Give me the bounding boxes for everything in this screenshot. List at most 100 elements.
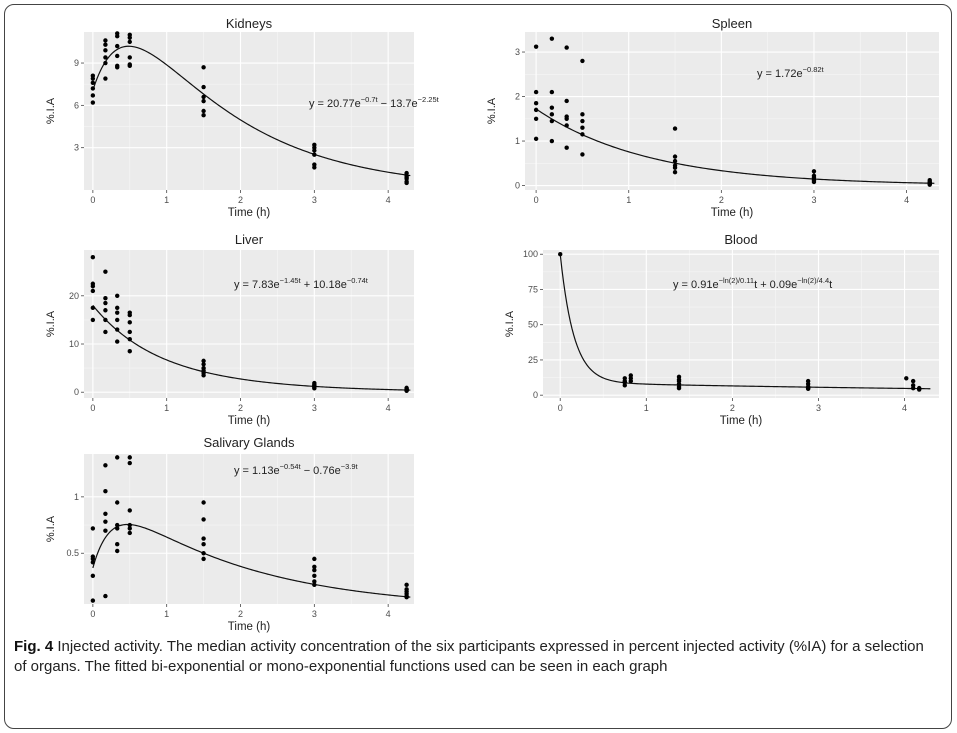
liver-data-point [103, 308, 108, 313]
salivary-data-point [103, 528, 108, 533]
blood-x-axis-label: Time (h) [720, 415, 763, 427]
salivary-data-point [115, 548, 120, 554]
salivary-data-point [127, 460, 132, 466]
blood-tick-label-y: 100 [523, 249, 538, 259]
spleen-chart: 0 1 2 3 4 0 1 2 3 Spleen Time (h) %.I.A y = 1.72e−0.… [486, 16, 939, 219]
kidneys-data-point [127, 32, 132, 38]
kidneys-data-point [90, 93, 96, 98]
liver-data-point [115, 293, 120, 298]
salivary-data-point [90, 554, 96, 559]
liver-data-point [103, 296, 108, 301]
spleen-data-point [580, 112, 585, 117]
salivary-data-point [312, 556, 317, 562]
liver-data-point [404, 385, 409, 391]
figure-caption: Fig. 4 Injected activity. The median act… [14, 637, 939, 677]
kidneys-data-point [103, 76, 108, 81]
salivary-tick-label-x: 2 [238, 609, 243, 619]
salivary-tick-label-x: 1 [164, 609, 169, 619]
spleen-title: Spleen [712, 16, 752, 31]
liver-data-point [103, 317, 108, 323]
liver-tick-label-y: 20 [69, 291, 79, 301]
salivary-data-point [115, 526, 120, 531]
blood-data-point [622, 376, 627, 381]
spleen-x-axis-label: Time (h) [711, 207, 754, 219]
spleen-y-axis-label: %.I.A [486, 97, 498, 124]
kidneys-data-point [115, 53, 120, 59]
blood-y-axis-label: %.I.A [504, 310, 516, 337]
salivary-data-point [201, 556, 206, 562]
kidneys-data-point [103, 60, 108, 66]
blood-tick-label-x: 2 [730, 403, 735, 413]
salivary-data-point [201, 542, 206, 547]
blood-data-point [805, 378, 811, 384]
spleen-tick-label-y: 0 [515, 181, 520, 191]
liver-tick-label-x: 0 [90, 403, 95, 413]
liver-chart: 0 1 2 3 4 0 10 20 Liver Time (h) %.I.A y = 7.83e−1.… [45, 232, 414, 427]
spleen-tick-label-y: 3 [515, 47, 520, 57]
caption-text: Injected activity. The median activity c… [14, 638, 924, 675]
liver-data-point [127, 310, 132, 315]
blood-equation: y = 0.91e−ln(2)/0.11t + 0.09e−ln(2)/4.4t [673, 276, 832, 291]
kidneys-tick-label-x: 1 [164, 195, 169, 205]
spleen-tick-label-y: 2 [515, 92, 520, 102]
spleen-data-point [564, 98, 569, 104]
liver-data-point [201, 362, 206, 367]
blood-tick-label-y: 25 [528, 355, 538, 365]
spleen-data-point [549, 36, 555, 41]
liver-data-point [115, 317, 120, 323]
kidneys-data-point [201, 108, 206, 114]
blood-tick-label-y: 0 [533, 390, 538, 400]
spleen-data-point [549, 138, 555, 144]
liver-data-point [90, 288, 96, 294]
liver-data-point [90, 317, 96, 323]
salivary-fit-curve [92, 523, 411, 598]
kidneys-data-point [312, 162, 317, 167]
spleen-tick-label-x: 4 [904, 195, 909, 205]
salivary-x-axis-label: Time (h) [228, 621, 271, 633]
spleen-data-point [549, 105, 555, 110]
salivary-data-point [103, 519, 108, 524]
kidneys-tick-label-x: 0 [90, 195, 95, 205]
spleen-data-point [564, 123, 569, 128]
kidneys-data-point [127, 55, 132, 60]
kidneys-data-point [312, 142, 317, 148]
spleen-data-point [549, 118, 555, 124]
kidneys-y-axis-label: %.I.A [45, 97, 57, 124]
liver-equation: y = 7.83e−1.45t + 10.18e−0.74t [234, 276, 369, 291]
spleen-fit-curve [535, 108, 935, 184]
liver-tick-label-y: 0 [74, 387, 79, 397]
spleen-data-point [564, 114, 569, 119]
spleen-data-point [533, 44, 539, 49]
liver-tick-label-x: 4 [386, 403, 391, 413]
spleen-data-point [811, 173, 817, 178]
kidneys-tick-label-x: 4 [386, 195, 391, 205]
salivary-data-point [90, 573, 96, 579]
liver-data-point [103, 300, 108, 306]
salivary-data-point [201, 500, 206, 505]
liver-data-point [90, 255, 96, 260]
liver-title: Liver [235, 232, 264, 247]
spleen-data-point [580, 152, 585, 157]
liver-x-axis-label: Time (h) [228, 415, 271, 427]
liver-data-point [127, 336, 132, 342]
kidneys-fit-curve [92, 45, 411, 177]
spleen-data-point [580, 125, 585, 130]
spleen-data-point [533, 116, 539, 121]
kidneys-data-point [127, 39, 132, 45]
salivary-data-point [127, 455, 132, 460]
salivary-data-point [201, 517, 206, 522]
salivary-data-point [115, 542, 120, 547]
salivary-data-point [312, 564, 317, 569]
blood-tick-label-x: 3 [816, 403, 821, 413]
liver-data-point [103, 269, 108, 274]
kidneys-data-point [115, 31, 120, 36]
kidneys-data-point [90, 86, 96, 91]
kidneys-x-axis-label: Time (h) [228, 207, 271, 219]
salivary-data-point [127, 522, 132, 528]
liver-data-point [115, 339, 120, 344]
spleen-data-point [533, 89, 539, 95]
salivary-data-point [115, 455, 120, 460]
liver-data-point [103, 329, 108, 335]
kidneys-data-point [90, 100, 96, 105]
salivary-tick-label-y: 1 [74, 492, 79, 502]
